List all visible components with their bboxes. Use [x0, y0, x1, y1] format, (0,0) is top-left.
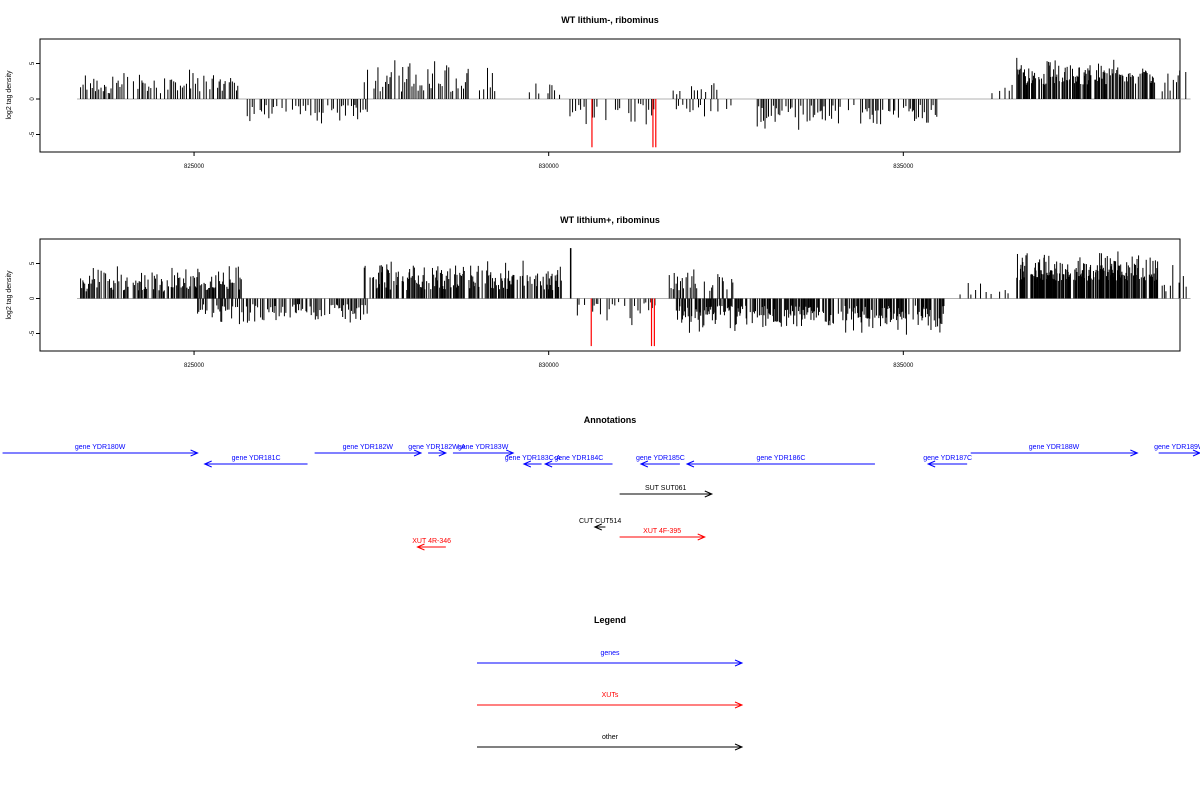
legend-label: genes — [600, 650, 620, 657]
legend-label: other — [602, 734, 619, 741]
annotation-feature: gene YDR188W — [970, 444, 1139, 457]
x-tick-label: 835000 — [893, 363, 914, 369]
feature-arrow-head — [522, 460, 532, 468]
track-panel-lithium-plus: WT lithium+, ribominus log2 tag density … — [6, 215, 1191, 369]
annotation-feature: gene YDR189W — [1154, 444, 1200, 457]
x-tick-label: 830000 — [539, 164, 560, 170]
plot-frame — [39, 238, 1181, 352]
feature-label: gene YDR180W — [75, 444, 126, 451]
y-tick-label: 5 — [30, 261, 36, 265]
feature-label: XUT 4F-395 — [643, 528, 681, 535]
feature-arrow-head — [704, 490, 714, 498]
x-tick-label: 830000 — [539, 363, 560, 369]
feature-label: gene YDR182W — [343, 444, 394, 451]
annotation-feature: gene YDR185C — [636, 455, 685, 468]
feature-arrow-head — [506, 449, 515, 457]
feature-label: gene YDR189W — [1154, 444, 1200, 451]
feature-arrow-head — [543, 460, 553, 468]
feature-arrow-head — [593, 523, 602, 531]
annotation-feature: CUT CUT514 — [579, 518, 621, 531]
feature-label: gene YDR182W-A — [408, 444, 466, 451]
legend-label: XUTs — [602, 692, 619, 699]
legend-arrow-head — [734, 743, 744, 751]
feature-label: gene YDR184C — [554, 455, 603, 462]
annotation-feature: gene YDR182W — [314, 444, 423, 457]
feature-label: XUT 4R-346 — [412, 538, 451, 545]
feature-arrow-head — [685, 460, 695, 468]
feature-label: gene YDR183W — [458, 444, 509, 451]
feature-arrow-head — [639, 460, 649, 468]
feature-arrow-head — [1130, 449, 1139, 457]
feature-label: gene YDR187C — [923, 455, 972, 462]
annotation-feature: gene YDR183C-A — [505, 455, 561, 468]
annotation-feature: XUT 4R-346 — [412, 538, 451, 551]
feature-label: gene YDR183C-A — [505, 455, 561, 462]
feature-arrow-head — [203, 460, 212, 468]
x-axis: 825000 830000 835000 — [184, 152, 914, 170]
density-bars — [77, 248, 1191, 347]
panel-title: WT lithium+, ribominus — [560, 215, 660, 225]
annotation-feature: gene YDR181C — [203, 455, 308, 468]
y-tick-label: 0 — [30, 97, 36, 101]
legend-arrow-head — [734, 659, 744, 667]
feature-label: CUT CUT514 — [579, 518, 621, 525]
annotations-title: Annotations — [584, 415, 637, 425]
annotation-feature: gene YDR182W-A — [408, 444, 466, 457]
feature-arrow-head — [1192, 449, 1200, 457]
feature-label: gene YDR186C — [757, 455, 806, 462]
annotation-feature: gene YDR180W — [2, 444, 199, 457]
y-axis: -5 0 5 — [30, 261, 40, 336]
legend-arrow-head — [734, 701, 744, 709]
x-tick-label: 825000 — [184, 164, 205, 170]
y-axis-label: log2 tag density — [6, 270, 13, 320]
feature-arrow-head — [413, 449, 423, 457]
feature-arrow-head — [926, 460, 936, 468]
annotation-features: gene YDR180W gene YDR181C gene YDR182W gene… — [2, 444, 1200, 551]
annotation-feature: gene YDR186C — [685, 455, 875, 468]
y-tick-label: -5 — [30, 131, 36, 137]
legend-item: XUTs — [477, 692, 744, 709]
y-axis: -5 0 5 — [30, 61, 40, 137]
y-tick-label: 0 — [30, 296, 36, 300]
annotation-feature: gene YDR184C — [543, 455, 613, 468]
x-tick-label: 825000 — [184, 363, 205, 369]
feature-label: gene YDR185C — [636, 455, 685, 462]
annotation-feature: gene YDR187C — [923, 455, 972, 468]
y-tick-label: 5 — [30, 61, 36, 65]
track-panel-lithium-minus: WT lithium-, ribominus log2 tag density … — [6, 15, 1191, 170]
annotation-feature: XUT 4F-395 — [619, 528, 706, 541]
annotation-feature: gene YDR183W — [452, 444, 515, 457]
x-axis: 825000 830000 835000 — [184, 351, 914, 369]
feature-arrow-head — [190, 449, 199, 457]
panel-title: WT lithium-, ribominus — [561, 15, 659, 25]
feature-label: gene YDR181C — [232, 455, 281, 462]
feature-label: gene YDR188W — [1029, 444, 1080, 451]
x-tick-label: 835000 — [893, 164, 914, 170]
legend-item: other — [477, 734, 744, 751]
feature-arrow-head — [697, 533, 706, 541]
annotation-feature: SUT SUT061 — [619, 485, 714, 498]
feature-arrow-head — [438, 449, 448, 457]
feature-label: SUT SUT061 — [645, 485, 687, 492]
y-tick-label: -5 — [30, 330, 36, 336]
legend: Legend genes XUTs other — [477, 615, 744, 751]
legend-item: genes — [477, 650, 744, 667]
legend-title: Legend — [594, 615, 626, 625]
y-axis-label: log2 tag density — [6, 70, 13, 120]
legend-items: genes XUTs other — [477, 650, 744, 751]
feature-arrow-head — [416, 543, 425, 551]
density-bars — [77, 57, 1191, 148]
